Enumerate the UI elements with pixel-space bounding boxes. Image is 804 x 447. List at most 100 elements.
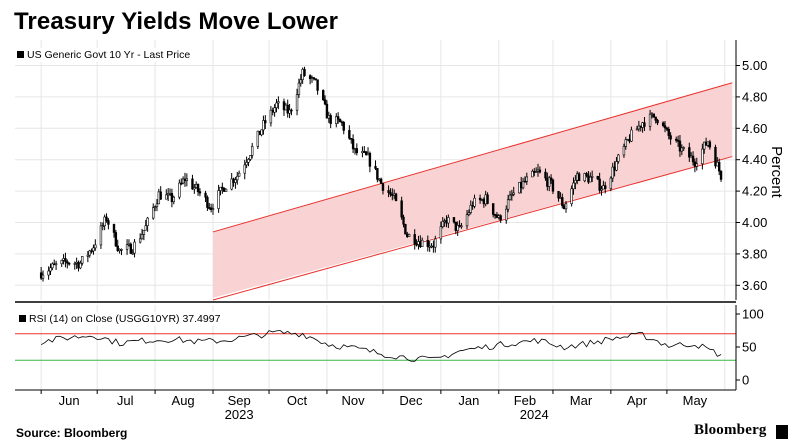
price-candle-body	[635, 128, 639, 131]
price-candle-body	[230, 178, 233, 190]
price-candle-body	[321, 90, 325, 101]
price-candle-body	[191, 178, 194, 190]
price-candle-body	[217, 190, 220, 209]
price-candle-body	[107, 220, 110, 225]
price-candle-body	[667, 128, 670, 136]
rsi-line	[41, 330, 722, 362]
price-candle-body	[323, 99, 327, 105]
price-candle-body	[519, 181, 523, 189]
price-candle-body	[62, 258, 65, 261]
price-candle-body	[221, 186, 224, 189]
price-candle-body	[361, 151, 364, 154]
price-candle-body	[340, 121, 344, 124]
price-candle-body	[484, 194, 487, 205]
price-candle-body	[703, 141, 706, 150]
price-candle-body	[376, 168, 379, 180]
price-candle-body	[557, 190, 560, 199]
price-candle-body	[140, 234, 144, 240]
price-candle-body	[682, 147, 685, 149]
price-candle-body	[325, 103, 329, 119]
price-candle-body	[693, 161, 697, 167]
price-candle-body	[391, 194, 394, 196]
price-candle-body	[400, 200, 403, 218]
x-month-label: Jul	[117, 393, 134, 408]
price-candle-body	[589, 176, 592, 183]
price-candle-body	[47, 270, 50, 276]
price-candle-body	[269, 109, 273, 124]
price-candle-body	[624, 139, 627, 147]
price-candle-body	[441, 221, 444, 227]
price-candle-body	[689, 155, 693, 158]
price-candle-body	[364, 151, 368, 156]
brand-logo-text: Bloomberg	[694, 422, 767, 438]
price-candle-body	[650, 113, 654, 116]
price-candle-body	[604, 185, 607, 189]
price-candle-body	[348, 130, 351, 139]
price-y-tick-label: 4.80	[742, 89, 767, 104]
price-candle-body	[180, 182, 183, 185]
price-candle-body	[680, 147, 684, 152]
x-month-label: May	[683, 393, 708, 408]
price-candle-body	[428, 246, 431, 248]
price-candle-body	[458, 225, 461, 227]
price-candle-body	[706, 141, 710, 146]
price-candle-body	[454, 221, 458, 231]
price-candle-body	[99, 225, 103, 246]
price-candle-body	[654, 116, 657, 121]
x-month-label: Jan	[458, 393, 479, 408]
price-candle-body	[116, 245, 119, 251]
price-candle-body	[445, 220, 448, 224]
price-candle-body	[609, 177, 613, 189]
price-candle-body	[363, 151, 366, 153]
price-candle-body	[701, 148, 704, 165]
price-candle-body	[312, 77, 316, 79]
price-candle-body	[675, 138, 678, 141]
price-candle-body	[426, 239, 430, 248]
price-candle-body	[209, 207, 213, 211]
price-candle-body	[368, 152, 372, 167]
price-candle-body	[327, 115, 331, 119]
trend-channel-fill	[212, 82, 733, 301]
legend-swatch-icon	[19, 315, 26, 322]
price-candle-body	[103, 216, 106, 226]
price-candle-body	[355, 148, 359, 154]
price-candle-body	[716, 161, 719, 167]
price-candle-body	[194, 184, 198, 188]
price-candle-body	[153, 206, 157, 209]
price-candle-body	[406, 233, 409, 237]
price-candle-body	[641, 122, 644, 128]
price-candle-body	[157, 191, 161, 205]
price-candle-body	[118, 249, 121, 251]
rsi-y-tick-label: 0	[742, 373, 749, 388]
price-candle-body	[353, 148, 357, 150]
price-candle-body	[420, 239, 424, 248]
price-candle-body	[387, 190, 390, 193]
price-candle-body	[303, 68, 306, 76]
price-candle-body	[329, 115, 332, 124]
price-candle-body	[374, 166, 377, 169]
price-candle-body	[510, 194, 514, 196]
price-candle-body	[208, 207, 211, 209]
price-candle-body	[170, 192, 174, 203]
price-candle-body	[637, 125, 641, 130]
price-candle-body	[587, 175, 590, 183]
price-candle-body	[493, 214, 497, 216]
price-candle-body	[310, 77, 314, 79]
price-candle-body	[336, 116, 340, 120]
price-candle-body	[564, 203, 568, 210]
price-candle-body	[60, 260, 63, 265]
price-candle-body	[168, 192, 172, 195]
price-candle-body	[81, 256, 84, 264]
price-candle-body	[602, 185, 605, 190]
price-candle-body	[264, 120, 267, 124]
price-candle-body	[86, 254, 90, 257]
price-candle-body	[717, 161, 721, 172]
price-series	[39, 66, 723, 282]
price-candle-body	[432, 245, 435, 248]
price-candle-body	[583, 173, 586, 182]
price-candle-body	[350, 138, 353, 140]
price-candle-body	[271, 109, 274, 113]
price-candle-body	[559, 197, 562, 199]
price-candle-body	[223, 187, 226, 192]
price-candle-body	[719, 170, 723, 180]
